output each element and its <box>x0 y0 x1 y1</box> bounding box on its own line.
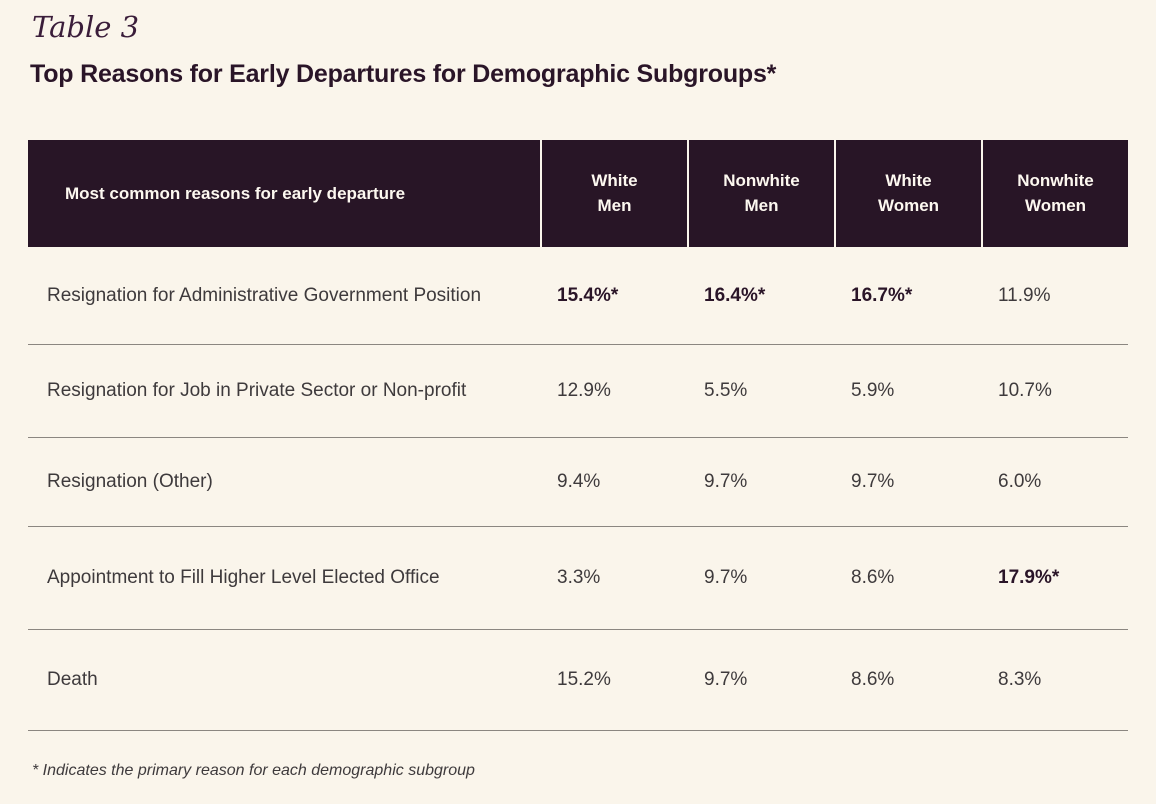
row-value-primary: 16.7%* <box>851 284 913 306</box>
table-row: Resignation (Other) 9.4% 9.7% 9.7% 6.0% <box>28 438 1128 527</box>
table-header: Most common reasons for early departure … <box>28 140 1128 247</box>
row-value: 9.7% <box>704 669 748 690</box>
page-title: Top Reasons for Early Departures for Dem… <box>30 60 777 88</box>
footnote: * Indicates the primary reason for each … <box>32 762 475 779</box>
row-value: 15.2% <box>557 669 611 690</box>
row-value: 9.4% <box>557 471 601 492</box>
row-value: 8.6% <box>851 669 895 690</box>
row-value: 8.3% <box>998 669 1042 690</box>
demographics-table: Most common reasons for early departure … <box>28 140 1128 731</box>
row-value-primary: 17.9%* <box>998 567 1060 588</box>
reason-column-header: Most common reasons for early departure <box>28 140 540 247</box>
row-label: Resignation for Job in Private Sector or… <box>47 380 467 402</box>
group-column-header: Nonwhite Men <box>687 140 834 247</box>
row-label: Death <box>47 669 98 691</box>
table-body: Resignation for Administrative Governmen… <box>28 247 1128 731</box>
table-row: Resignation for Administrative Governmen… <box>28 247 1128 345</box>
row-label: Resignation (Other) <box>47 471 213 493</box>
row-value: 3.3% <box>557 567 601 588</box>
table-row: Resignation for Job in Private Sector or… <box>28 345 1128 438</box>
row-value: 11.9% <box>998 284 1051 306</box>
row-label: Appointment to Fill Higher Level Elected… <box>47 567 440 589</box>
row-value: 9.7% <box>704 471 748 492</box>
table-number-label: Table 3 <box>32 10 140 44</box>
row-value: 10.7% <box>998 380 1052 401</box>
row-value: 5.5% <box>704 380 748 401</box>
table-row: Death 15.2% 9.7% 8.6% 8.3% <box>28 630 1128 731</box>
row-value-primary: 16.4%* <box>704 284 766 306</box>
row-value: 8.6% <box>851 567 895 588</box>
row-label: Resignation for Administrative Governmen… <box>47 284 482 306</box>
row-value: 6.0% <box>998 471 1042 492</box>
row-value-primary: 15.4%* <box>557 284 619 306</box>
group-column-header: Nonwhite Women <box>981 140 1128 247</box>
group-column-header: White Men <box>540 140 687 247</box>
table-row: Appointment to Fill Higher Level Elected… <box>28 527 1128 630</box>
group-column-header: White Women <box>834 140 981 247</box>
row-value: 9.7% <box>704 567 748 588</box>
row-value: 12.9% <box>557 380 611 401</box>
row-value: 9.7% <box>851 471 895 492</box>
row-value: 5.9% <box>851 380 895 401</box>
